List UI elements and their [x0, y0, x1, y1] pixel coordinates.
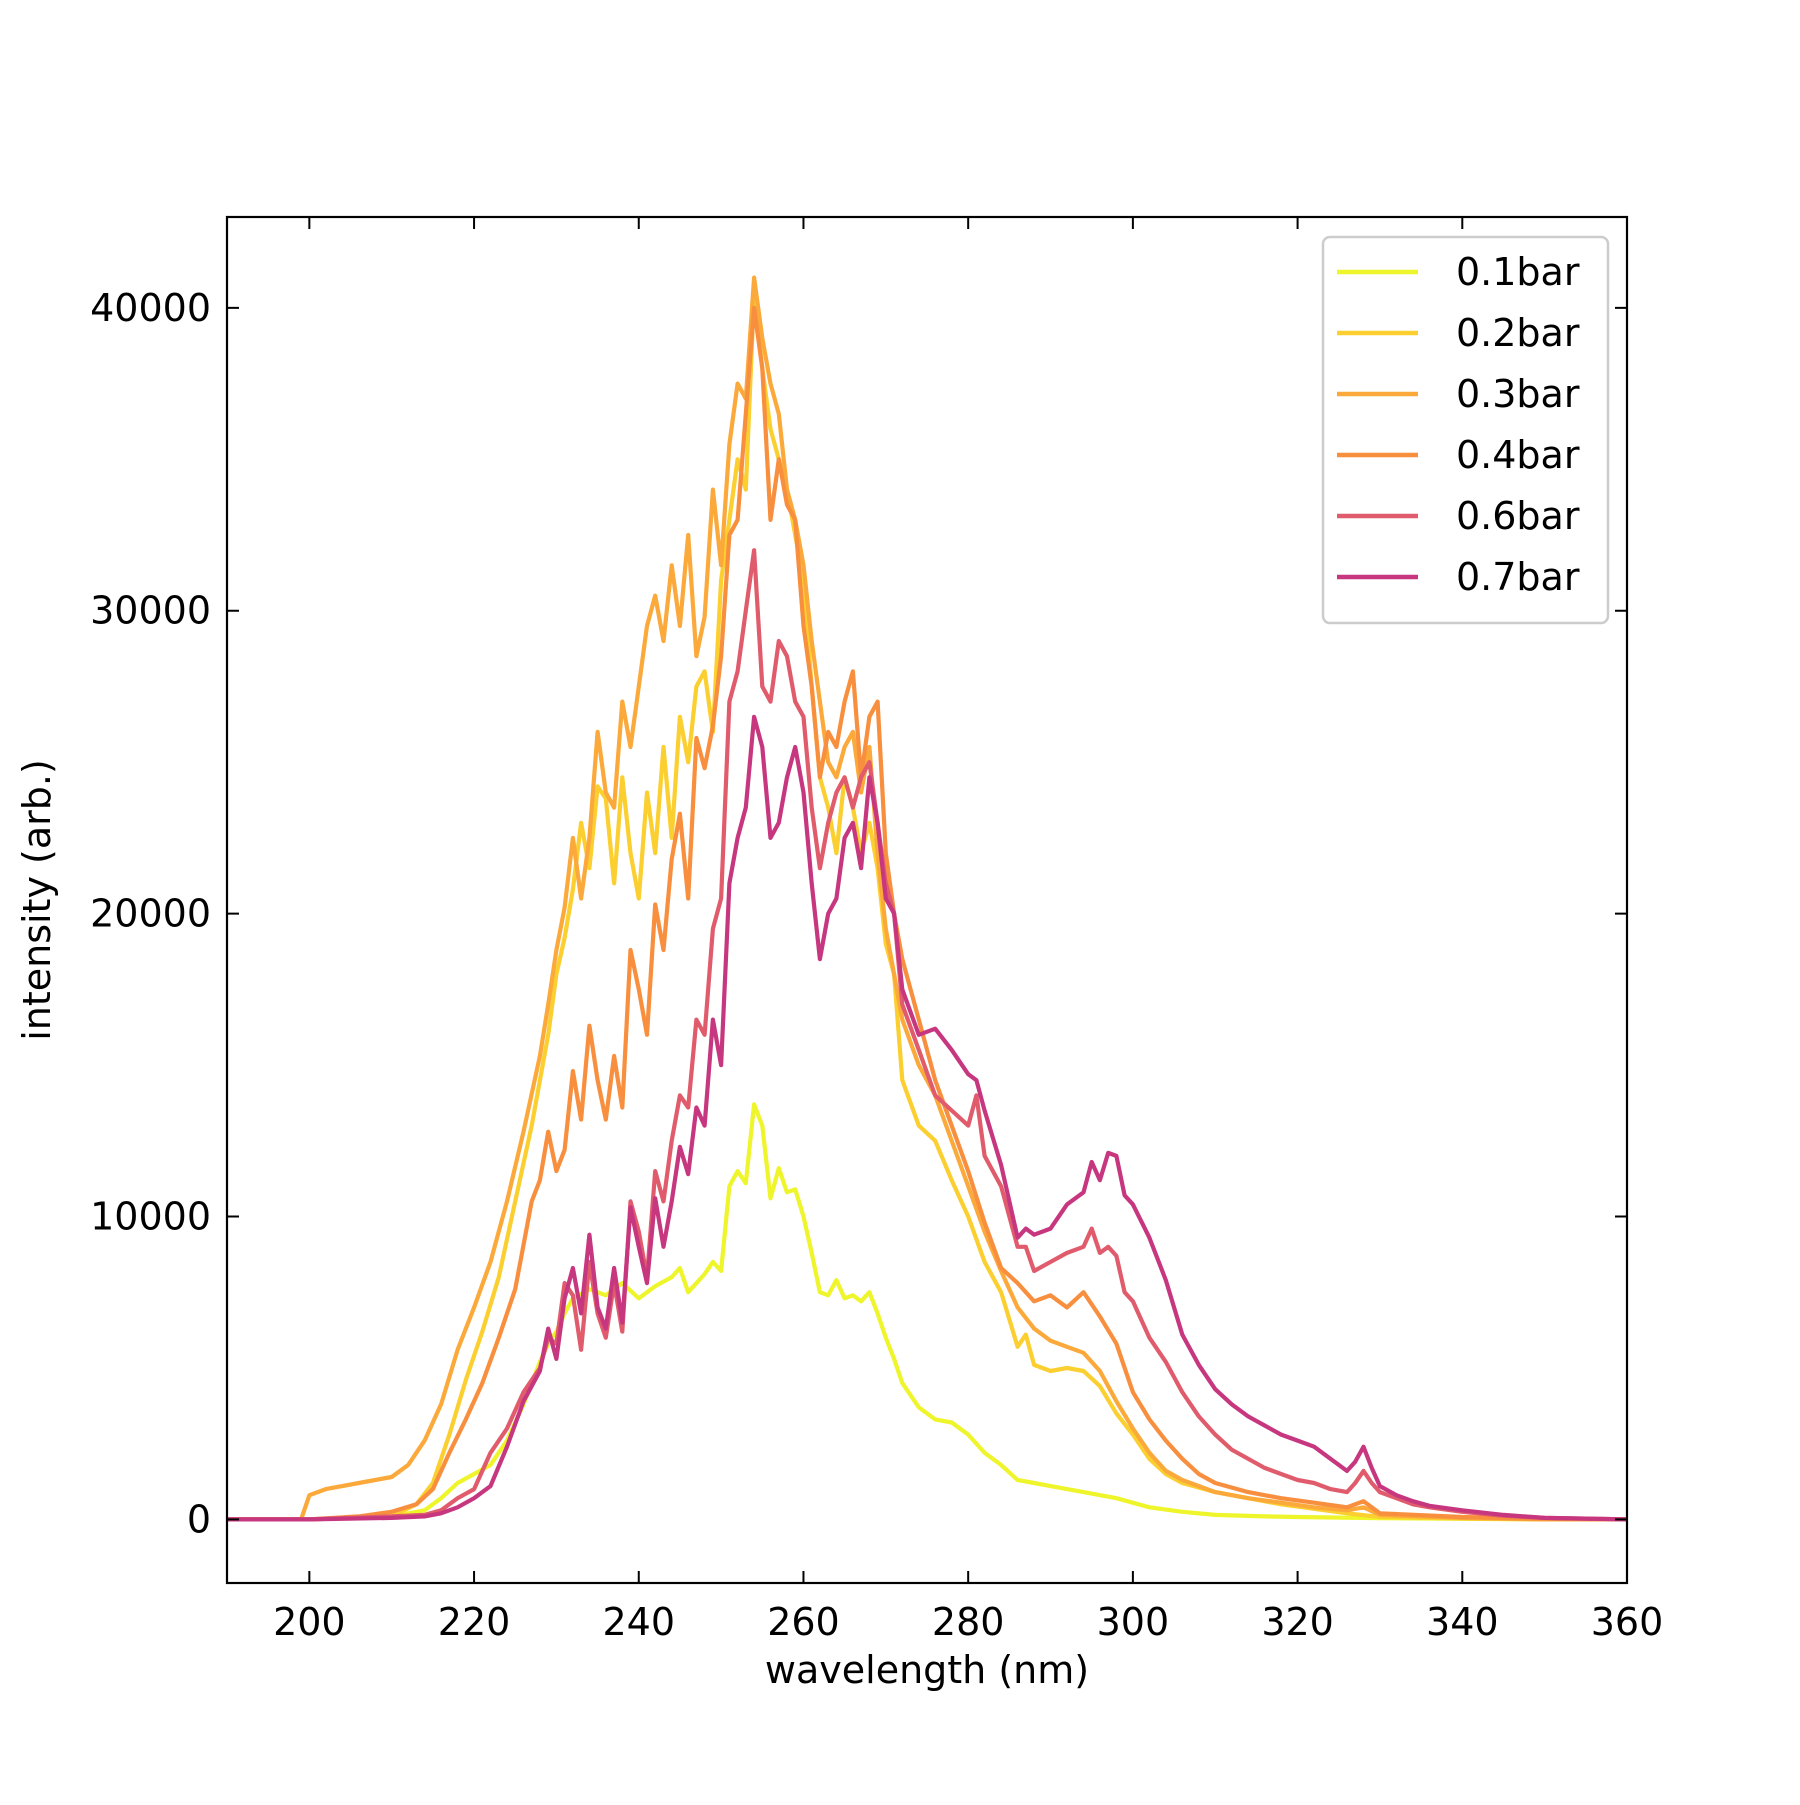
y-tick-label: 0	[187, 1497, 211, 1541]
x-tick-label: 340	[1426, 1600, 1499, 1644]
series-line-3	[227, 305, 1627, 1522]
legend-label-3: 0.4bar	[1456, 433, 1580, 477]
y-axis-label: intensity (arb.)	[15, 759, 59, 1041]
tick-labels: 200 220 240 260 280 300 320 340 360 0 10000 20000 30…	[90, 286, 1663, 1644]
plot-frame	[225, 215, 1629, 1585]
series-line-5	[227, 714, 1627, 1522]
legend-label-0: 0.1bar	[1456, 250, 1580, 294]
y-tick-label: 30000	[90, 589, 211, 633]
legend-label-4: 0.6bar	[1456, 494, 1580, 538]
x-tick-label: 300	[1097, 1600, 1170, 1644]
y-tick-label: 10000	[90, 1195, 211, 1239]
x-tick-label: 260	[767, 1600, 840, 1644]
x-tick-label: 220	[438, 1600, 511, 1644]
legend: 0.1bar 0.2bar 0.3bar 0.4bar 0.6bar 0.7bar	[1321, 235, 1610, 625]
x-tick-label: 200	[273, 1600, 346, 1644]
series-line-2	[227, 275, 1627, 1522]
x-tick-label: 240	[602, 1600, 675, 1644]
series-line-4	[227, 548, 1627, 1522]
x-axis-label: wavelength (nm)	[765, 1648, 1089, 1692]
legend-label-5: 0.7bar	[1456, 555, 1580, 599]
x-tick-label: 320	[1261, 1600, 1334, 1644]
legend-label-2: 0.3bar	[1456, 372, 1580, 416]
y-tick-label: 20000	[90, 892, 211, 936]
x-tick-label: 280	[932, 1600, 1005, 1644]
ticks	[227, 217, 1628, 1583]
series-line-0	[227, 1102, 1627, 1522]
y-tick-label: 40000	[90, 286, 211, 330]
x-tick-label: 360	[1591, 1600, 1664, 1644]
plot-lines	[227, 275, 1627, 1522]
legend-label-1: 0.2bar	[1456, 311, 1580, 355]
